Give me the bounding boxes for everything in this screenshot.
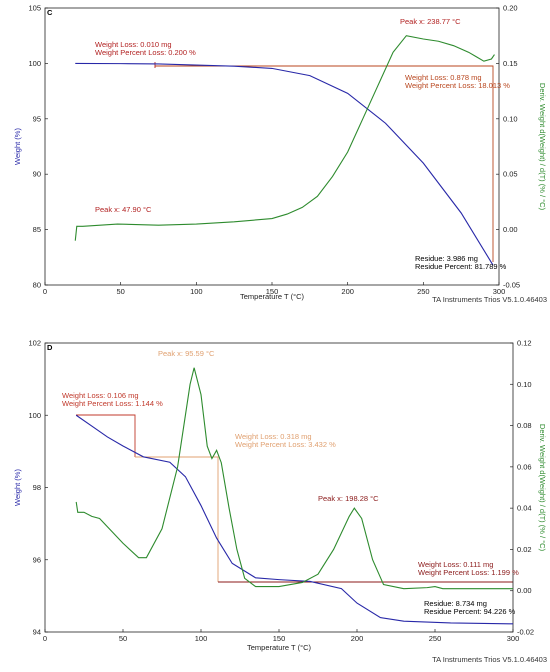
y-tick-label: 100 bbox=[28, 411, 41, 420]
x-tick-label: 200 bbox=[341, 287, 354, 296]
annotation: Weight Loss: 0.106 mg bbox=[62, 391, 139, 400]
y-tick-label: 98 bbox=[33, 483, 41, 492]
annotation: Weight Loss: 0.878 mg bbox=[405, 73, 482, 82]
y2-tick-label: 0.10 bbox=[503, 114, 518, 123]
y2-tick-label: 0.20 bbox=[503, 4, 518, 13]
y-axis-label: Weight (%) bbox=[13, 128, 22, 165]
x-tick-label: 300 bbox=[507, 634, 520, 643]
y-tick-label: 102 bbox=[28, 339, 41, 348]
x-tick-label: 150 bbox=[266, 287, 279, 296]
annotation: Weight Percent Loss: 0.200 % bbox=[95, 48, 196, 57]
step-line bbox=[76, 414, 136, 457]
y2-tick-label: 0.04 bbox=[517, 504, 532, 513]
y-tick-label: 85 bbox=[33, 225, 41, 234]
footer: TA Instruments Trios V5.1.0.46403 bbox=[432, 655, 547, 664]
annotation: D bbox=[47, 343, 53, 352]
x-tick-label: 0 bbox=[43, 634, 47, 643]
annotation: Weight Loss: 0.111 mg bbox=[418, 560, 493, 569]
annotation: Peak x: 198.28 °C bbox=[318, 494, 379, 503]
y-tick-label: 100 bbox=[28, 59, 41, 68]
y2-tick-label: 0.06 bbox=[517, 462, 532, 471]
y2-tick-label: 0.02 bbox=[517, 545, 532, 554]
annotation: Weight Percent Loss: 3.432 % bbox=[235, 440, 336, 449]
annotation: Residue Percent: 81.789 % bbox=[415, 262, 507, 271]
x-tick-label: 300 bbox=[493, 287, 506, 296]
step-lines bbox=[76, 62, 513, 583]
step-line bbox=[135, 456, 219, 582]
y2-tick-label: 0.15 bbox=[503, 59, 518, 68]
data-line bbox=[75, 414, 514, 625]
x-axis-label: Temperature T (°C) bbox=[240, 292, 304, 301]
panel: 0 50 100 150 200 250 300 80 85 90 95 100 105 -0.05 0.0… bbox=[13, 4, 547, 305]
annotation: Weight Percent Loss: 18.013 % bbox=[405, 81, 510, 90]
annotation: Peak x: 238.77 °C bbox=[400, 17, 461, 26]
annotation: Weight Loss: 0.318 mg bbox=[235, 432, 312, 441]
x-axis-label: Temperature T (°C) bbox=[247, 643, 311, 652]
y2-tick-label: 0.05 bbox=[503, 170, 518, 179]
y2-axis-label: Deriv. Weight d(Weight) / d(T) (% / °C) bbox=[538, 83, 547, 211]
y-tick-label: 94 bbox=[33, 628, 41, 637]
x-tick-label: 150 bbox=[273, 634, 286, 643]
x-tick-label: 250 bbox=[429, 634, 442, 643]
annotation: Weight Percent Loss: 1.199 % bbox=[418, 568, 519, 577]
y-axis-label: Weight (%) bbox=[13, 469, 22, 506]
y2-tick-label: 0.10 bbox=[517, 380, 532, 389]
y2-tick-label: 0.12 bbox=[517, 339, 532, 348]
annotation: Residue: 8.734 mg bbox=[424, 599, 487, 608]
x-tick-label: 0 bbox=[43, 287, 47, 296]
y-tick-label: 80 bbox=[33, 281, 41, 290]
y2-tick-label: -0.02 bbox=[517, 628, 534, 637]
x-tick-label: 250 bbox=[417, 287, 430, 296]
annotation: C bbox=[47, 8, 53, 17]
y2-tick-label: 0.00 bbox=[503, 225, 518, 234]
y-tick-label: 95 bbox=[33, 114, 41, 123]
annotation: Residue Percent: 94.226 % bbox=[424, 607, 516, 616]
y-tick-label: 90 bbox=[33, 170, 41, 179]
x-tick-label: 200 bbox=[351, 634, 364, 643]
annotation: Peak x: 47.90 °C bbox=[95, 205, 152, 214]
step-line bbox=[155, 65, 494, 262]
y2-tick-label: 0.08 bbox=[517, 421, 532, 430]
footer: TA Instruments Trios V5.1.0.46403 bbox=[432, 295, 547, 304]
y2-tick-label: -0.05 bbox=[503, 281, 520, 290]
annotation: Weight Percent Loss: 1.144 % bbox=[62, 399, 163, 408]
x-tick-label: 50 bbox=[119, 634, 127, 643]
annotation: Peak x: 95.59 °C bbox=[158, 349, 215, 358]
data-line bbox=[75, 367, 513, 590]
data-line bbox=[75, 62, 494, 266]
y-tick-label: 105 bbox=[28, 4, 41, 13]
x-tick-label: 50 bbox=[116, 287, 124, 296]
y2-axis-label: Deriv. Weight d(Weight) / d(T) (% / °C) bbox=[538, 424, 547, 552]
x-tick-label: 100 bbox=[190, 287, 203, 296]
annotation: Weight Loss: 0.010 mg bbox=[95, 40, 172, 49]
data-line bbox=[74, 35, 495, 241]
panel: 0 50 100 150 200 250 300 94 96 98 100 102 -0.02 0.00 0… bbox=[13, 339, 547, 665]
y2-tick-label: 0.00 bbox=[517, 586, 532, 595]
y-tick-label: 96 bbox=[33, 555, 41, 564]
x-tick-label: 100 bbox=[195, 634, 208, 643]
annotation: Residue: 3.986 mg bbox=[415, 254, 478, 263]
